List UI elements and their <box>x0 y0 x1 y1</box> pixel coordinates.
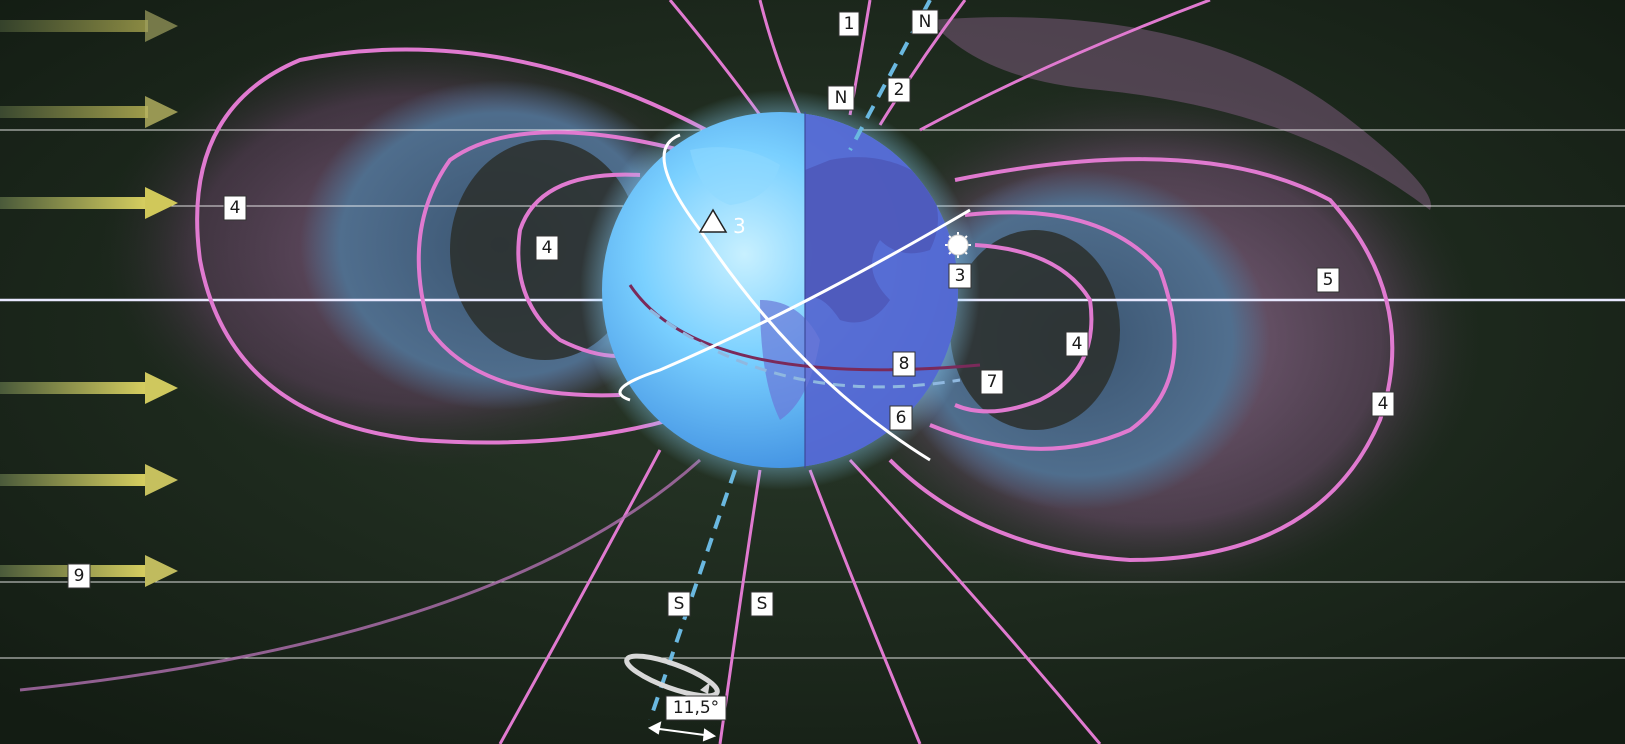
label-9-text: 9 <box>74 566 85 586</box>
label-5-text: 5 <box>1323 270 1334 290</box>
label-4-far-left-text: 4 <box>230 198 241 218</box>
label-1-text: 1 <box>844 14 855 34</box>
label-2: 2 <box>887 77 911 103</box>
label-8: 8 <box>892 351 916 377</box>
label-n-geographic: N <box>911 9 939 35</box>
solar-wind-arrow <box>0 372 178 404</box>
label-6: 6 <box>889 405 913 431</box>
tilt-angle-arrow <box>647 721 717 742</box>
label-4-inner-left-text: 4 <box>542 238 553 258</box>
continent-shapes <box>805 157 938 323</box>
label-3-right-text: 3 <box>955 266 966 286</box>
label-4-far-right: 4 <box>1371 391 1395 417</box>
solar-wind-arrow <box>0 464 178 496</box>
label-4-far-left: 4 <box>223 195 247 221</box>
label-tilt-angle-text: 11,5° <box>673 698 719 718</box>
label-7: 7 <box>980 369 1004 395</box>
magnetotail-sheet <box>930 17 1431 211</box>
label-5: 5 <box>1316 267 1340 293</box>
label-s-geographic: S <box>750 591 774 617</box>
label-6-text: 6 <box>896 408 907 428</box>
magnetic-equator-dashed <box>649 308 961 389</box>
label-4-inner-right: 4 <box>1065 331 1089 357</box>
label-7-text: 7 <box>987 372 998 392</box>
label-n-geographic-text: N <box>919 12 932 32</box>
earth <box>602 112 958 468</box>
orbit-ring-b <box>618 208 971 402</box>
sun-marker <box>945 232 971 258</box>
label-tilt-angle: 11,5° <box>665 695 727 721</box>
label-4-inner-right-text: 4 <box>1072 334 1083 354</box>
solar-wind-arrow <box>0 96 178 128</box>
label-3-right: 3 <box>948 263 972 289</box>
label-s-magnetic-text: S <box>674 594 685 614</box>
solar-wind-arrow <box>0 10 178 42</box>
magnetic-field-lines <box>19 0 1395 744</box>
rotation-arrow <box>624 653 720 699</box>
label-8-text: 8 <box>899 354 910 374</box>
label-1: 1 <box>838 11 860 37</box>
label-s-geographic-text: S <box>757 594 768 614</box>
label-n-magnetic: N <box>827 85 855 111</box>
label-3-left: 3 <box>733 214 746 238</box>
label-n-magnetic-text: N <box>835 88 848 108</box>
label-4-far-right-text: 4 <box>1378 394 1389 414</box>
solar-wind-arrow <box>0 187 178 219</box>
triangle-marker <box>698 208 728 233</box>
label-2-text: 2 <box>894 80 905 100</box>
label-s-magnetic: S <box>667 591 691 617</box>
orbit-ring-a <box>662 133 931 462</box>
label-9: 9 <box>67 563 91 589</box>
label-4-inner-left: 4 <box>535 235 559 261</box>
